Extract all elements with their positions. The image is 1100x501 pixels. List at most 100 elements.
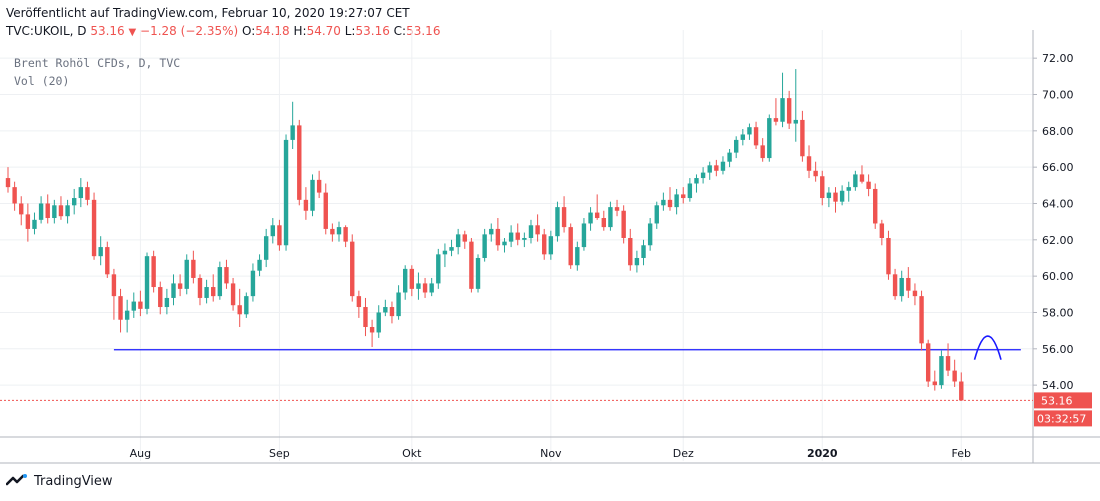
candle-body bbox=[747, 127, 752, 135]
candle-body bbox=[396, 292, 401, 317]
candle-body bbox=[919, 296, 924, 344]
down-triangle-icon: ▼ bbox=[128, 27, 137, 38]
legend-series: Brent Rohöl CFDs, D, TVC bbox=[14, 56, 181, 70]
candle bbox=[449, 239, 454, 257]
candle bbox=[52, 199, 57, 224]
candle bbox=[462, 230, 467, 249]
candle-body bbox=[714, 165, 719, 171]
candle bbox=[561, 196, 567, 233]
candle-body bbox=[581, 223, 587, 248]
candle-body bbox=[561, 207, 567, 228]
last-price-line: 53.16 03:32:57 bbox=[0, 392, 1092, 427]
candle-body bbox=[800, 119, 805, 157]
candle bbox=[105, 241, 110, 278]
y-tick-label: 58.00 bbox=[1042, 306, 1074, 319]
candle-body bbox=[773, 118, 779, 122]
candle bbox=[12, 181, 17, 211]
candle-body bbox=[151, 256, 156, 288]
candle bbox=[753, 121, 759, 149]
candle-body bbox=[601, 218, 606, 228]
candle bbox=[197, 274, 203, 306]
price-axis: 54.00 56.00 58.00 60.00 62.00 64.00 66.00 68.00… bbox=[1033, 52, 1074, 392]
candle bbox=[389, 301, 395, 324]
candle-body bbox=[700, 172, 706, 179]
candle bbox=[502, 238, 507, 253]
candle bbox=[369, 319, 375, 347]
candle bbox=[217, 261, 223, 300]
candle bbox=[661, 192, 666, 211]
close-value: 53.16 bbox=[406, 24, 441, 38]
candle-body bbox=[462, 234, 467, 242]
candle bbox=[906, 267, 911, 298]
candle-body bbox=[19, 203, 24, 215]
candle-body bbox=[873, 188, 878, 224]
candle bbox=[866, 174, 871, 197]
candle-body bbox=[436, 254, 441, 284]
x-tick-label: Sep bbox=[269, 447, 290, 460]
candle-body bbox=[455, 234, 461, 248]
candle-body bbox=[575, 247, 580, 266]
high-label: H: bbox=[293, 24, 307, 38]
candle-body bbox=[641, 245, 646, 258]
x-tick-label: 2020 bbox=[807, 447, 838, 460]
candle-body bbox=[522, 238, 527, 240]
candle bbox=[515, 223, 520, 246]
candle bbox=[892, 268, 898, 300]
candle bbox=[303, 187, 309, 220]
candle bbox=[568, 223, 573, 269]
candle-body bbox=[502, 241, 507, 246]
candle-body bbox=[343, 227, 348, 242]
y-tick-label: 72.00 bbox=[1042, 52, 1074, 65]
x-tick-label: Feb bbox=[952, 447, 971, 460]
candle bbox=[853, 170, 858, 191]
candle-body bbox=[98, 247, 103, 257]
candle bbox=[376, 305, 381, 338]
candle-body bbox=[164, 297, 170, 308]
candle bbox=[508, 225, 514, 248]
candle bbox=[495, 218, 501, 251]
candle bbox=[85, 181, 90, 206]
candle bbox=[621, 205, 626, 244]
candle bbox=[230, 277, 236, 311]
candle bbox=[237, 288, 242, 328]
countdown-tag-value: 03:32:57 bbox=[1037, 412, 1086, 425]
tradingview-brand[interactable]: TradingView bbox=[5, 473, 113, 489]
candle-body bbox=[290, 125, 295, 140]
candle bbox=[72, 188, 77, 215]
candle bbox=[647, 218, 653, 251]
candle-body bbox=[661, 199, 666, 206]
candle-body bbox=[806, 156, 812, 171]
candle-body bbox=[734, 139, 739, 153]
candle bbox=[740, 129, 746, 146]
candle bbox=[131, 292, 136, 318]
candle bbox=[489, 223, 494, 242]
y-tick-label: 64.00 bbox=[1042, 197, 1074, 210]
candle-body bbox=[568, 227, 573, 266]
candle bbox=[959, 372, 964, 401]
x-tick-label: Okt bbox=[402, 447, 422, 460]
candle bbox=[833, 187, 838, 213]
candle-body bbox=[197, 277, 203, 298]
candle bbox=[58, 196, 64, 220]
candle bbox=[542, 228, 547, 260]
candle-body bbox=[158, 287, 163, 308]
candle-body bbox=[614, 207, 620, 211]
candle bbox=[879, 219, 885, 246]
last-price: 53.16 bbox=[90, 24, 125, 38]
candle bbox=[45, 194, 50, 224]
candle bbox=[177, 274, 183, 297]
candle-body bbox=[793, 119, 798, 124]
candle-body bbox=[230, 283, 236, 306]
candle-body bbox=[826, 192, 832, 199]
candle bbox=[91, 192, 97, 260]
candle-body bbox=[899, 277, 904, 297]
candle-body bbox=[336, 227, 342, 235]
candle bbox=[727, 148, 732, 168]
candle bbox=[211, 274, 216, 302]
candle-body bbox=[879, 223, 885, 238]
candle bbox=[826, 187, 832, 208]
candle bbox=[813, 161, 818, 182]
candle-body bbox=[224, 267, 229, 284]
candle-body bbox=[482, 234, 487, 258]
